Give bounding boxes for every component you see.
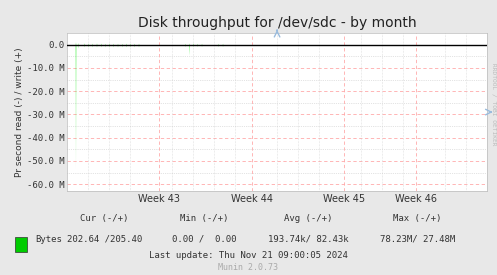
Text: 202.64 /205.40: 202.64 /205.40	[67, 235, 142, 244]
Text: Munin 2.0.73: Munin 2.0.73	[219, 263, 278, 272]
Text: Last update: Thu Nov 21 09:00:05 2024: Last update: Thu Nov 21 09:00:05 2024	[149, 251, 348, 260]
Text: Avg (-/+): Avg (-/+)	[284, 214, 332, 223]
Text: Max (-/+): Max (-/+)	[393, 214, 442, 223]
Text: 0.00 /  0.00: 0.00 / 0.00	[171, 235, 236, 244]
Text: Bytes: Bytes	[35, 235, 62, 244]
Text: Cur (-/+): Cur (-/+)	[80, 214, 129, 223]
Title: Disk throughput for /dev/sdc - by month: Disk throughput for /dev/sdc - by month	[138, 16, 416, 31]
Text: Min (-/+): Min (-/+)	[179, 214, 228, 223]
Text: 78.23M/ 27.48M: 78.23M/ 27.48M	[380, 235, 455, 244]
Text: RRDTOOL / TOBI OETIKER: RRDTOOL / TOBI OETIKER	[491, 63, 496, 146]
Y-axis label: Pr second read (-) / write (+): Pr second read (-) / write (+)	[15, 47, 24, 177]
Text: 193.74k/ 82.43k: 193.74k/ 82.43k	[268, 235, 348, 244]
